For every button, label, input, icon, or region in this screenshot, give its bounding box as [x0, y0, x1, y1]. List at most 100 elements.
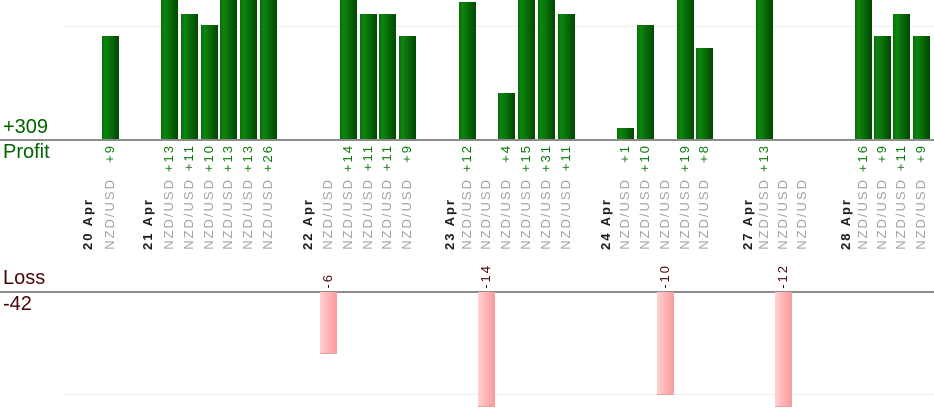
- symbol-label: NZD/USD: [181, 178, 196, 250]
- profit-bar: [399, 36, 416, 139]
- profit-bar: [617, 127, 634, 139]
- profit-total: +309: [3, 116, 49, 138]
- symbol-label: NZD/USD: [478, 178, 493, 250]
- profit-bar: [538, 0, 555, 139]
- profit-bar: [498, 93, 515, 139]
- profit-axis-label: Profit: [3, 141, 50, 163]
- symbol-label: NZD/USD: [617, 178, 632, 250]
- profit-bar: [756, 0, 773, 139]
- profit-bar: [379, 13, 396, 139]
- profit-value-label: +9: [399, 144, 414, 163]
- profit-value-label: +14: [340, 144, 355, 173]
- loss-axis-line: [0, 291, 934, 293]
- profit-value-label: +13: [161, 144, 176, 173]
- symbol-label: NZD/USD: [794, 178, 809, 250]
- loss-gridline: [63, 394, 934, 395]
- profit-bar: [558, 13, 575, 139]
- loss-axis-label: Loss: [3, 267, 46, 289]
- loss-total: -42: [3, 293, 32, 315]
- loss-value-label: -12: [775, 264, 790, 289]
- loss-bar: [775, 292, 792, 407]
- profit-value-label: +11: [360, 144, 375, 172]
- profit-value-label: +4: [498, 144, 513, 163]
- date-label: 24 Apr: [598, 198, 613, 250]
- date-label: 28 Apr: [838, 198, 853, 250]
- symbol-label: NZD/USD: [260, 178, 275, 250]
- symbol-label: NZD/USD: [657, 178, 672, 250]
- symbol-label: NZD/USD: [696, 178, 711, 250]
- date-label: 27 Apr: [740, 198, 755, 250]
- profit-bar: [518, 0, 535, 139]
- symbol-label: NZD/USD: [775, 178, 790, 250]
- symbol-label: NZD/USD: [379, 178, 394, 250]
- date-label: 23 Apr: [442, 198, 457, 250]
- profit-value-label: +26: [260, 144, 275, 173]
- profit-value-label: +1: [617, 144, 632, 163]
- profit-value-label: +12: [459, 144, 474, 173]
- profit-bar: [874, 36, 891, 139]
- profit-value-label: +11: [893, 144, 908, 172]
- profit-bar: [220, 0, 237, 139]
- loss-bar: [320, 292, 337, 355]
- profit-value-label: +19: [677, 144, 692, 173]
- profit-value-label: +13: [220, 144, 235, 173]
- profit-bar: [913, 36, 930, 139]
- symbol-label: NZD/USD: [913, 178, 928, 250]
- symbol-label: NZD/USD: [874, 178, 889, 250]
- profit-bar: [360, 13, 377, 139]
- profit-bar: [161, 0, 178, 139]
- profit-axis-line: [0, 139, 934, 141]
- symbol-label: NZD/USD: [893, 178, 908, 250]
- symbol-label: NZD/USD: [677, 178, 692, 250]
- profit-value-label: +13: [756, 144, 771, 173]
- symbol-label: NZD/USD: [538, 178, 553, 250]
- profit-bar: [340, 0, 357, 139]
- profit-value-label: +11: [181, 144, 196, 172]
- profit-bar: [637, 25, 654, 139]
- symbol-label: NZD/USD: [637, 178, 652, 250]
- symbol-label: NZD/USD: [756, 178, 771, 250]
- date-label: 20 Apr: [80, 198, 95, 250]
- profit-value-label: +10: [201, 144, 216, 173]
- symbol-label: NZD/USD: [220, 178, 235, 250]
- symbol-label: NZD/USD: [518, 178, 533, 250]
- loss-value-label: -6: [320, 273, 335, 289]
- profit-bar: [696, 47, 713, 139]
- symbol-label: NZD/USD: [240, 178, 255, 250]
- symbol-label: NZD/USD: [320, 178, 335, 250]
- profit-bar: [102, 36, 119, 139]
- symbol-label: NZD/USD: [399, 178, 414, 250]
- profit-value-label: +8: [696, 144, 711, 163]
- profit-value-label: +9: [874, 144, 889, 163]
- date-label: 21 Apr: [140, 198, 155, 250]
- symbol-label: NZD/USD: [855, 178, 870, 250]
- symbol-label: NZD/USD: [201, 178, 216, 250]
- profit-value-label: +13: [240, 144, 255, 173]
- profit-bar: [677, 0, 694, 139]
- profit-value-label: +31: [538, 144, 553, 173]
- profit-value-label: +15: [518, 144, 533, 173]
- profit-bar: [201, 25, 218, 139]
- profit-bar: [893, 13, 910, 139]
- symbol-label: NZD/USD: [340, 178, 355, 250]
- profit-value-label: +11: [558, 144, 573, 172]
- symbol-label: NZD/USD: [498, 178, 513, 250]
- profit-value-label: +10: [637, 144, 652, 173]
- loss-bar: [478, 292, 495, 407]
- symbol-label: NZD/USD: [459, 178, 474, 250]
- symbol-label: NZD/USD: [161, 178, 176, 250]
- profit-bar: [855, 0, 872, 139]
- profit-value-label: +9: [102, 144, 117, 163]
- profit-value-label: +16: [855, 144, 870, 173]
- date-label: 22 Apr: [300, 198, 315, 250]
- profit-bar: [240, 0, 257, 139]
- profit-value-label: +11: [379, 144, 394, 172]
- profit-value-label: +9: [913, 144, 928, 163]
- loss-bar: [657, 292, 674, 395]
- symbol-label: NZD/USD: [102, 178, 117, 250]
- symbol-label: NZD/USD: [558, 178, 573, 250]
- profit-gridline: [63, 26, 934, 27]
- profit-bar: [181, 13, 198, 139]
- profit-bar: [260, 0, 277, 139]
